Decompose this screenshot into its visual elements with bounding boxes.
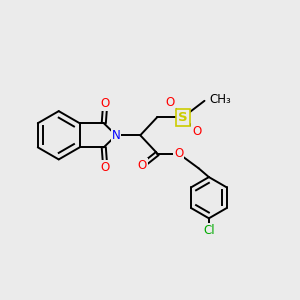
Text: O: O — [137, 159, 147, 172]
Text: O: O — [174, 147, 183, 160]
Text: O: O — [100, 97, 110, 110]
Text: O: O — [100, 161, 110, 174]
Text: CH₃: CH₃ — [210, 93, 232, 106]
Text: S: S — [178, 110, 188, 124]
Text: O: O — [192, 125, 201, 138]
Text: O: O — [165, 96, 175, 110]
Text: N: N — [112, 129, 121, 142]
Text: Cl: Cl — [203, 224, 215, 237]
